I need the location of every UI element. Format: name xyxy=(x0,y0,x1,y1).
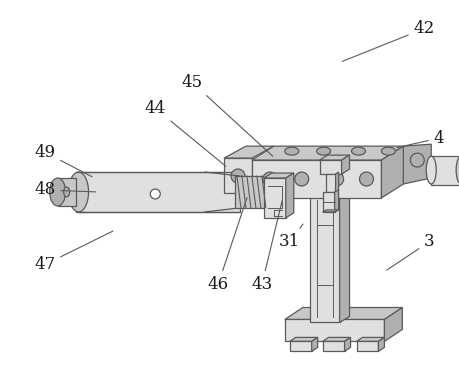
Polygon shape xyxy=(322,341,344,351)
Polygon shape xyxy=(356,337,384,341)
Ellipse shape xyxy=(284,147,298,155)
Polygon shape xyxy=(378,337,384,351)
Polygon shape xyxy=(430,156,459,185)
Polygon shape xyxy=(252,146,403,160)
Text: 43: 43 xyxy=(251,201,281,293)
Polygon shape xyxy=(284,308,402,320)
Polygon shape xyxy=(319,155,349,160)
Ellipse shape xyxy=(63,187,69,197)
Polygon shape xyxy=(322,337,350,341)
Bar xyxy=(78,172,240,212)
Text: 45: 45 xyxy=(181,74,272,156)
Polygon shape xyxy=(224,146,273,158)
Circle shape xyxy=(262,172,276,186)
Polygon shape xyxy=(224,158,252,193)
Text: 48: 48 xyxy=(34,181,95,199)
Polygon shape xyxy=(341,155,349,174)
Polygon shape xyxy=(284,320,384,341)
Text: 49: 49 xyxy=(34,143,92,177)
Polygon shape xyxy=(344,337,350,351)
Text: 44: 44 xyxy=(144,100,225,166)
Polygon shape xyxy=(403,144,430,184)
Circle shape xyxy=(150,189,160,199)
Polygon shape xyxy=(252,160,381,198)
Polygon shape xyxy=(289,337,317,341)
Polygon shape xyxy=(339,189,349,323)
Ellipse shape xyxy=(381,147,395,155)
Text: 46: 46 xyxy=(207,197,246,293)
Circle shape xyxy=(294,172,308,186)
Polygon shape xyxy=(311,337,317,351)
Polygon shape xyxy=(381,146,403,198)
Ellipse shape xyxy=(316,147,330,155)
Polygon shape xyxy=(322,210,338,212)
Polygon shape xyxy=(57,178,75,206)
Polygon shape xyxy=(335,172,338,192)
Polygon shape xyxy=(285,173,293,218)
Ellipse shape xyxy=(455,156,459,184)
Ellipse shape xyxy=(68,172,88,212)
Ellipse shape xyxy=(351,147,365,155)
Circle shape xyxy=(329,172,343,186)
Polygon shape xyxy=(309,189,349,195)
Polygon shape xyxy=(309,195,339,323)
Circle shape xyxy=(359,172,373,186)
Polygon shape xyxy=(319,160,341,174)
Text: 3: 3 xyxy=(386,233,434,270)
Polygon shape xyxy=(289,341,311,351)
Text: 31: 31 xyxy=(279,224,302,250)
Polygon shape xyxy=(356,341,378,351)
Circle shape xyxy=(230,169,244,183)
Ellipse shape xyxy=(425,156,435,184)
Polygon shape xyxy=(325,174,335,192)
Polygon shape xyxy=(263,173,293,178)
Circle shape xyxy=(409,153,423,167)
Text: 42: 42 xyxy=(341,20,434,61)
Bar xyxy=(235,176,264,208)
Polygon shape xyxy=(263,178,285,218)
Polygon shape xyxy=(322,192,334,212)
Text: 4: 4 xyxy=(396,130,443,148)
Ellipse shape xyxy=(50,178,66,206)
Text: 47: 47 xyxy=(34,231,113,273)
Polygon shape xyxy=(384,308,402,341)
Polygon shape xyxy=(334,190,338,212)
